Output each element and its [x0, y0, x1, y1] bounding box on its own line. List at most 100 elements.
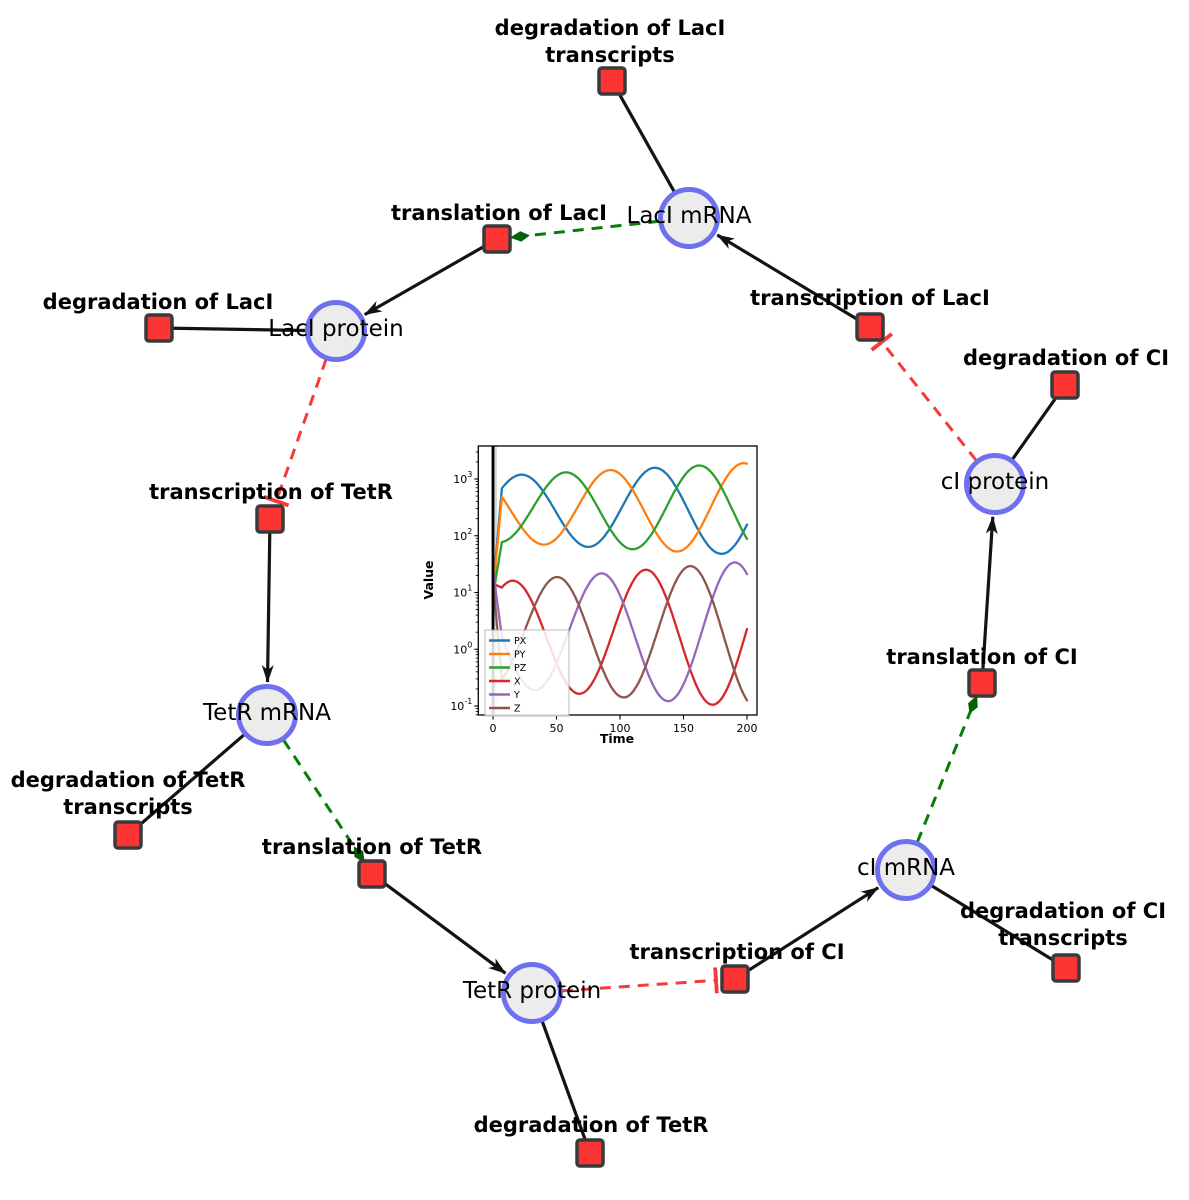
legend-label-PZ: PZ	[514, 663, 527, 674]
reaction-label-line: degradation of TetR	[474, 1113, 709, 1137]
series-line-PX	[491, 466, 749, 591]
reaction-node-transc-ci	[720, 964, 750, 994]
reaction-label-line: transcripts	[998, 926, 1128, 950]
legend-label-X: X	[514, 677, 521, 688]
edge-laci-mrna-to-transl-laci	[509, 219, 660, 242]
y-tick-exponent: 0	[467, 640, 472, 649]
y-tick-exponent: 3	[467, 470, 472, 479]
reaction-label-transl-ci: translation of CI	[886, 645, 1077, 669]
edge-transc-tetr-to-tetr-mrna	[261, 518, 274, 683]
y-tick-exponent: 1	[467, 584, 472, 593]
reaction-label-line: degradation of CI	[963, 346, 1169, 370]
reaction-label-deg-tetr: degradation of TetR	[474, 1113, 709, 1137]
reaction-label-line: degradation of LacI	[495, 16, 726, 40]
species-label-ci-mrna: cI mRNA	[857, 855, 955, 881]
species-node-laci-protein	[305, 300, 367, 362]
nodes-layer	[113, 66, 1081, 1168]
edge-tetr-mrna-to-deg-tetr-tx	[126, 733, 246, 837]
y-tick-label: 101	[453, 584, 472, 600]
reaction-label-line: transcription of CI	[629, 940, 844, 964]
edge-transc-ci-to-ci-mrna	[734, 886, 880, 981]
edge-laci-mrna-to-deg-laci-tx	[610, 80, 676, 193]
reaction-node-deg-laci-tx	[597, 66, 627, 96]
legend-label-PX: PX	[514, 636, 527, 647]
species-node-laci-mrna	[658, 187, 720, 249]
edge-laci-protein-to-deg-laci	[158, 326, 307, 333]
x-tick-label: 150	[673, 722, 694, 735]
reaction-node-deg-ci	[1050, 370, 1080, 400]
reaction-node-transl-ci	[967, 668, 997, 698]
reaction-label-deg-laci-tx: degradation of LacI transcripts	[495, 16, 726, 67]
species-label-laci-protein: LacI protein	[268, 316, 403, 342]
legend-label-PY: PY	[514, 650, 526, 661]
reaction-label-transc-ci: transcription of CI	[629, 940, 844, 964]
series-line-Z	[491, 564, 749, 702]
plot-frame	[477, 445, 758, 716]
reaction-label-line: transcripts	[545, 43, 675, 67]
y-axis-title: Value	[421, 560, 436, 599]
y-tick-label: 103	[453, 470, 472, 486]
x-tick-label: 200	[737, 722, 758, 735]
chart-legend: PX PY PZ XYZ	[484, 629, 570, 717]
edge-tetr-protein-to-deg-tetr	[540, 1020, 592, 1154]
edge-laci-protein-to-transc-tetr	[263, 358, 328, 508]
reaction-node-deg-laci	[144, 313, 174, 343]
reaction-node-deg-ci-tx	[1051, 953, 1081, 983]
y-tick-exponent: -1	[464, 697, 472, 706]
reaction-node-transl-laci	[482, 224, 512, 254]
y-tick-exponent: 2	[467, 527, 472, 536]
reaction-label-deg-laci: degradation of LacI	[43, 290, 274, 314]
reaction-label-line: translation of LacI	[391, 201, 607, 225]
species-node-ci-mrna	[875, 839, 937, 901]
x-axis-title: Time	[600, 731, 634, 746]
reaction-node-transc-tetr	[255, 504, 285, 534]
edge-transc-laci-to-laci-mrna	[716, 233, 871, 329]
species-label-ci-protein: cI protein	[941, 469, 1050, 495]
reaction-label-transl-laci: translation of LacI	[391, 201, 607, 225]
reaction-label-transc-laci: transcription of LacI	[750, 286, 990, 310]
legend-label-Z: Z	[514, 704, 521, 715]
reaction-label-line: transcripts	[63, 795, 193, 819]
species-node-tetr-protein	[501, 962, 563, 1024]
series-line-PZ	[491, 464, 749, 597]
reaction-label-line: translation of CI	[886, 645, 1077, 669]
edge-ci-mrna-to-transl-ci	[915, 695, 979, 843]
x-tick-label: 0	[490, 722, 497, 735]
y-tick-label: 102	[453, 527, 472, 543]
species-label-tetr-protein: TetR protein	[462, 978, 601, 1004]
reaction-label-deg-ci: degradation of CI	[963, 346, 1169, 370]
reaction-label-deg-tetr-tx: degradation of TetR transcripts	[11, 768, 246, 819]
x-tick-label: 50	[550, 722, 564, 735]
edge-transl-tetr-to-tetr-protein	[371, 872, 507, 975]
legend-label-Y: Y	[513, 690, 520, 701]
reaction-node-transl-tetr	[357, 859, 387, 889]
labels-layer: degradation of LacI transcripts translatio…	[11, 16, 1169, 1137]
reaction-node-deg-tetr-tx	[113, 820, 143, 850]
edge-tetr-mrna-to-transl-tetr	[282, 739, 366, 864]
reaction-label-line: degradation of LacI	[43, 290, 274, 314]
species-node-tetr-mrna	[236, 684, 298, 746]
reaction-label-line: transcription of TetR	[149, 480, 393, 504]
species-label-laci-mrna: LacI mRNA	[627, 203, 752, 229]
y-tick-label: 100	[453, 640, 472, 656]
reaction-label-line: degradation of TetR	[11, 768, 246, 792]
edge-tetr-protein-to-transc-ci	[561, 967, 719, 994]
species-node-ci-protein	[964, 453, 1026, 515]
edge-transl-laci-to-laci-protein	[363, 237, 498, 316]
y-tick-label: 10-1	[450, 697, 472, 713]
series-line-X	[491, 568, 749, 706]
edge-ci-mrna-to-deg-ci-tx	[930, 884, 1067, 970]
reaction-label-line: transcription of LacI	[750, 286, 990, 310]
reaction-label-deg-ci-tx: degradation of CI transcripts	[960, 899, 1166, 950]
reaction-label-transl-tetr: translation of TetR	[262, 835, 482, 859]
edge-ci-protein-to-transc-laci	[870, 332, 978, 462]
reaction-label-transc-tetr: transcription of TetR	[149, 480, 393, 504]
species-label-tetr-mrna: TetR mRNA	[202, 700, 331, 726]
x-tick-label: 100	[610, 722, 631, 735]
reaction-node-deg-tetr	[575, 1138, 605, 1168]
edge-transl-ci-to-ci-protein	[980, 515, 998, 684]
series-line-PY	[491, 462, 749, 594]
